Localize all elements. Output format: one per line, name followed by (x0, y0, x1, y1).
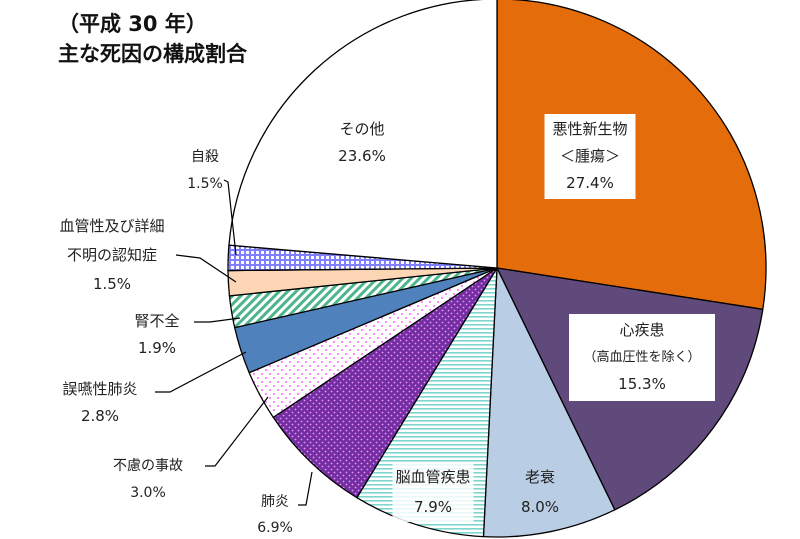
slice-value: 8.0% (520, 498, 560, 516)
slice-name: 血管性及び詳細 (59, 217, 165, 235)
slice-name: 不慮の事故 (113, 458, 183, 474)
slice-sub: （高血圧性を除く） (583, 350, 701, 365)
label-cancer: 悪性新生物 ＜腫瘍＞ 27.4% (544, 114, 636, 199)
label-suicide: 自殺 1.5% (187, 144, 223, 198)
leader-line-pneumonia (298, 471, 313, 506)
label-accident: 不慮の事故 3.0% (113, 453, 183, 507)
label-other: その他 23.6% (338, 116, 386, 170)
slice-name: 脳血管疾患 (395, 468, 471, 486)
slice-value: 1.9% (137, 339, 177, 357)
slice-sub: ＜腫瘍＞ (559, 147, 621, 165)
leader-line-accident (205, 396, 269, 467)
slice-value: 23.6% (338, 147, 386, 165)
pie-slice-2 (482, 267, 616, 538)
slice-name: 腎不全 (134, 312, 180, 330)
slice-value: 1.5% (92, 275, 132, 293)
label-heart: 心疾患 （高血圧性を除く） 15.3% (569, 314, 715, 401)
slice-name: その他 (339, 120, 385, 138)
slice-value: 6.9% (257, 520, 293, 536)
leader-lines (155, 179, 313, 506)
leader-line-aspiration (155, 351, 247, 393)
slice-name: 自殺 (190, 149, 219, 165)
chart-title: 主な死因の構成割合 (58, 42, 247, 66)
label-kidney: 腎不全 1.9% (134, 308, 179, 362)
slice-value: 3.0% (130, 485, 166, 501)
slice-name: 肺炎 (260, 494, 289, 510)
pie-slice-10 (228, 0, 498, 269)
slice-value: 2.8% (80, 407, 120, 425)
pie-slice-4 (272, 267, 498, 499)
leader-line-kidney (194, 317, 241, 323)
label-pneumonia: 肺炎 6.9% (257, 489, 293, 539)
leader-line-dementia (175, 254, 237, 283)
slice-value: 15.3% (618, 375, 666, 393)
label-cerebrovascular: 脳血管疾患 7.9% (392, 462, 474, 522)
slice-sub: 不明の認知症 (66, 246, 158, 264)
slice-name: 心疾患 (619, 321, 665, 339)
leader-line-suicide (223, 179, 237, 256)
slice-value: 1.5% (187, 176, 223, 192)
slice-name: 誤嚥性肺炎 (62, 380, 138, 398)
slice-name: 悪性新生物 (552, 120, 628, 138)
slice-name: 老衰 (524, 468, 556, 486)
label-senility: 老衰 8.0% (521, 462, 559, 522)
slice-value: 27.4% (566, 174, 614, 192)
label-aspiration-pneumonia: 誤嚥性肺炎 2.8% (62, 376, 137, 430)
slice-value: 7.9% (413, 498, 453, 516)
label-dementia: 血管性及び詳細 不明の認知症 1.5% (59, 212, 164, 299)
chart-title-year: （平成 30 年） (58, 12, 207, 36)
